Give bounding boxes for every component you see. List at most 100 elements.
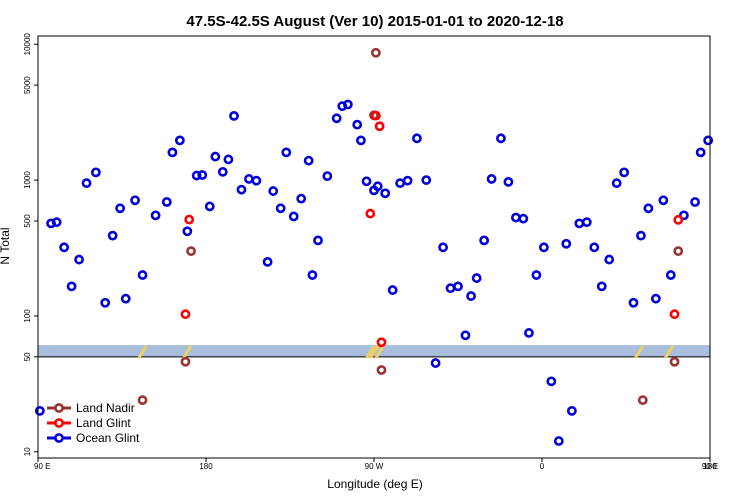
data-point [466,291,476,301]
data-point [460,330,471,341]
data-point [581,217,592,228]
data-point [561,238,572,249]
data-points [34,47,714,446]
data-point [66,281,77,292]
data-point [471,273,482,283]
y-tick-label: 1000 [23,171,32,189]
data-point [503,176,514,187]
legend-label: Ocean Glint [76,431,140,445]
data-point [628,297,639,308]
data-point [59,242,70,253]
data-point [412,133,422,144]
data-point [566,405,577,416]
x-tick-label: 90 E [702,462,718,471]
data-point [161,197,172,207]
chart-title: 47.5S-42.5S August (Ver 10) 2015-01-01 t… [186,13,563,30]
y-tick-label: 10000 [23,33,32,56]
data-point [518,213,529,224]
data-point [380,188,391,199]
data-point [137,395,148,406]
y-tick-label: 5000 [23,76,32,94]
data-point [387,285,398,295]
data-point [180,356,191,367]
data-point [370,110,381,121]
data-point [74,254,84,265]
data-point [376,337,387,348]
data-point [574,218,585,229]
data-point [186,246,196,257]
data-point [636,230,646,241]
data-point [275,203,286,214]
data-point [402,175,413,186]
legend-label: Land Glint [76,416,131,430]
data-point [262,256,273,267]
data-point [669,309,680,320]
data-point [180,309,191,320]
legend-marker [54,403,64,413]
data-point [191,170,202,181]
data-point [496,133,506,144]
data-point [538,242,549,253]
data-point [331,113,342,124]
data-point [637,395,648,406]
data-point [107,230,118,241]
data-point [115,203,126,214]
y-axis-title: N Total [0,227,12,264]
data-point [342,99,353,110]
data-point [365,208,376,219]
data-point [204,201,215,212]
data-point [421,175,432,185]
y-tick-label: 10 [23,447,32,456]
data-point [596,281,607,292]
data-point [229,110,239,121]
data-point [370,47,381,58]
band-marker [369,345,379,359]
data-point [395,178,406,189]
data-point [217,166,228,177]
data-point [281,147,292,158]
data-point [650,293,661,304]
band-marker [182,345,192,359]
plot-area [38,345,710,359]
data-point [174,135,185,146]
data-point [167,147,178,158]
data-point [223,154,234,165]
data-point [137,270,148,280]
y-tick-label: 100 [23,309,32,323]
legend-label: Land Nadir [76,401,135,415]
data-point [445,283,456,294]
data-point [356,135,366,146]
y-tick-label: 500 [23,214,32,228]
data-point [479,235,490,246]
data-point [251,175,262,186]
data-point [486,174,497,184]
data-point [703,135,714,146]
data-point [604,254,615,265]
data-point [150,210,161,221]
data-point [658,195,669,206]
data-point [430,358,441,368]
data-point [182,226,193,237]
data-point [322,171,333,182]
data-point [307,270,318,280]
data-point [665,270,676,280]
data-point [611,178,622,189]
data-point [438,242,448,253]
data-point [288,211,299,222]
band-marker [664,345,674,359]
data-point [524,328,534,338]
data-point [372,181,383,192]
x-tick-label: 180 [199,462,213,471]
data-point [244,174,254,184]
data-point [296,193,307,204]
data-point [643,203,654,214]
data-point [673,246,684,257]
legend-marker [54,433,64,443]
data-point [669,356,680,367]
data-point [361,176,372,187]
y-tick-label: 50 [23,352,32,361]
data-point [236,184,247,195]
